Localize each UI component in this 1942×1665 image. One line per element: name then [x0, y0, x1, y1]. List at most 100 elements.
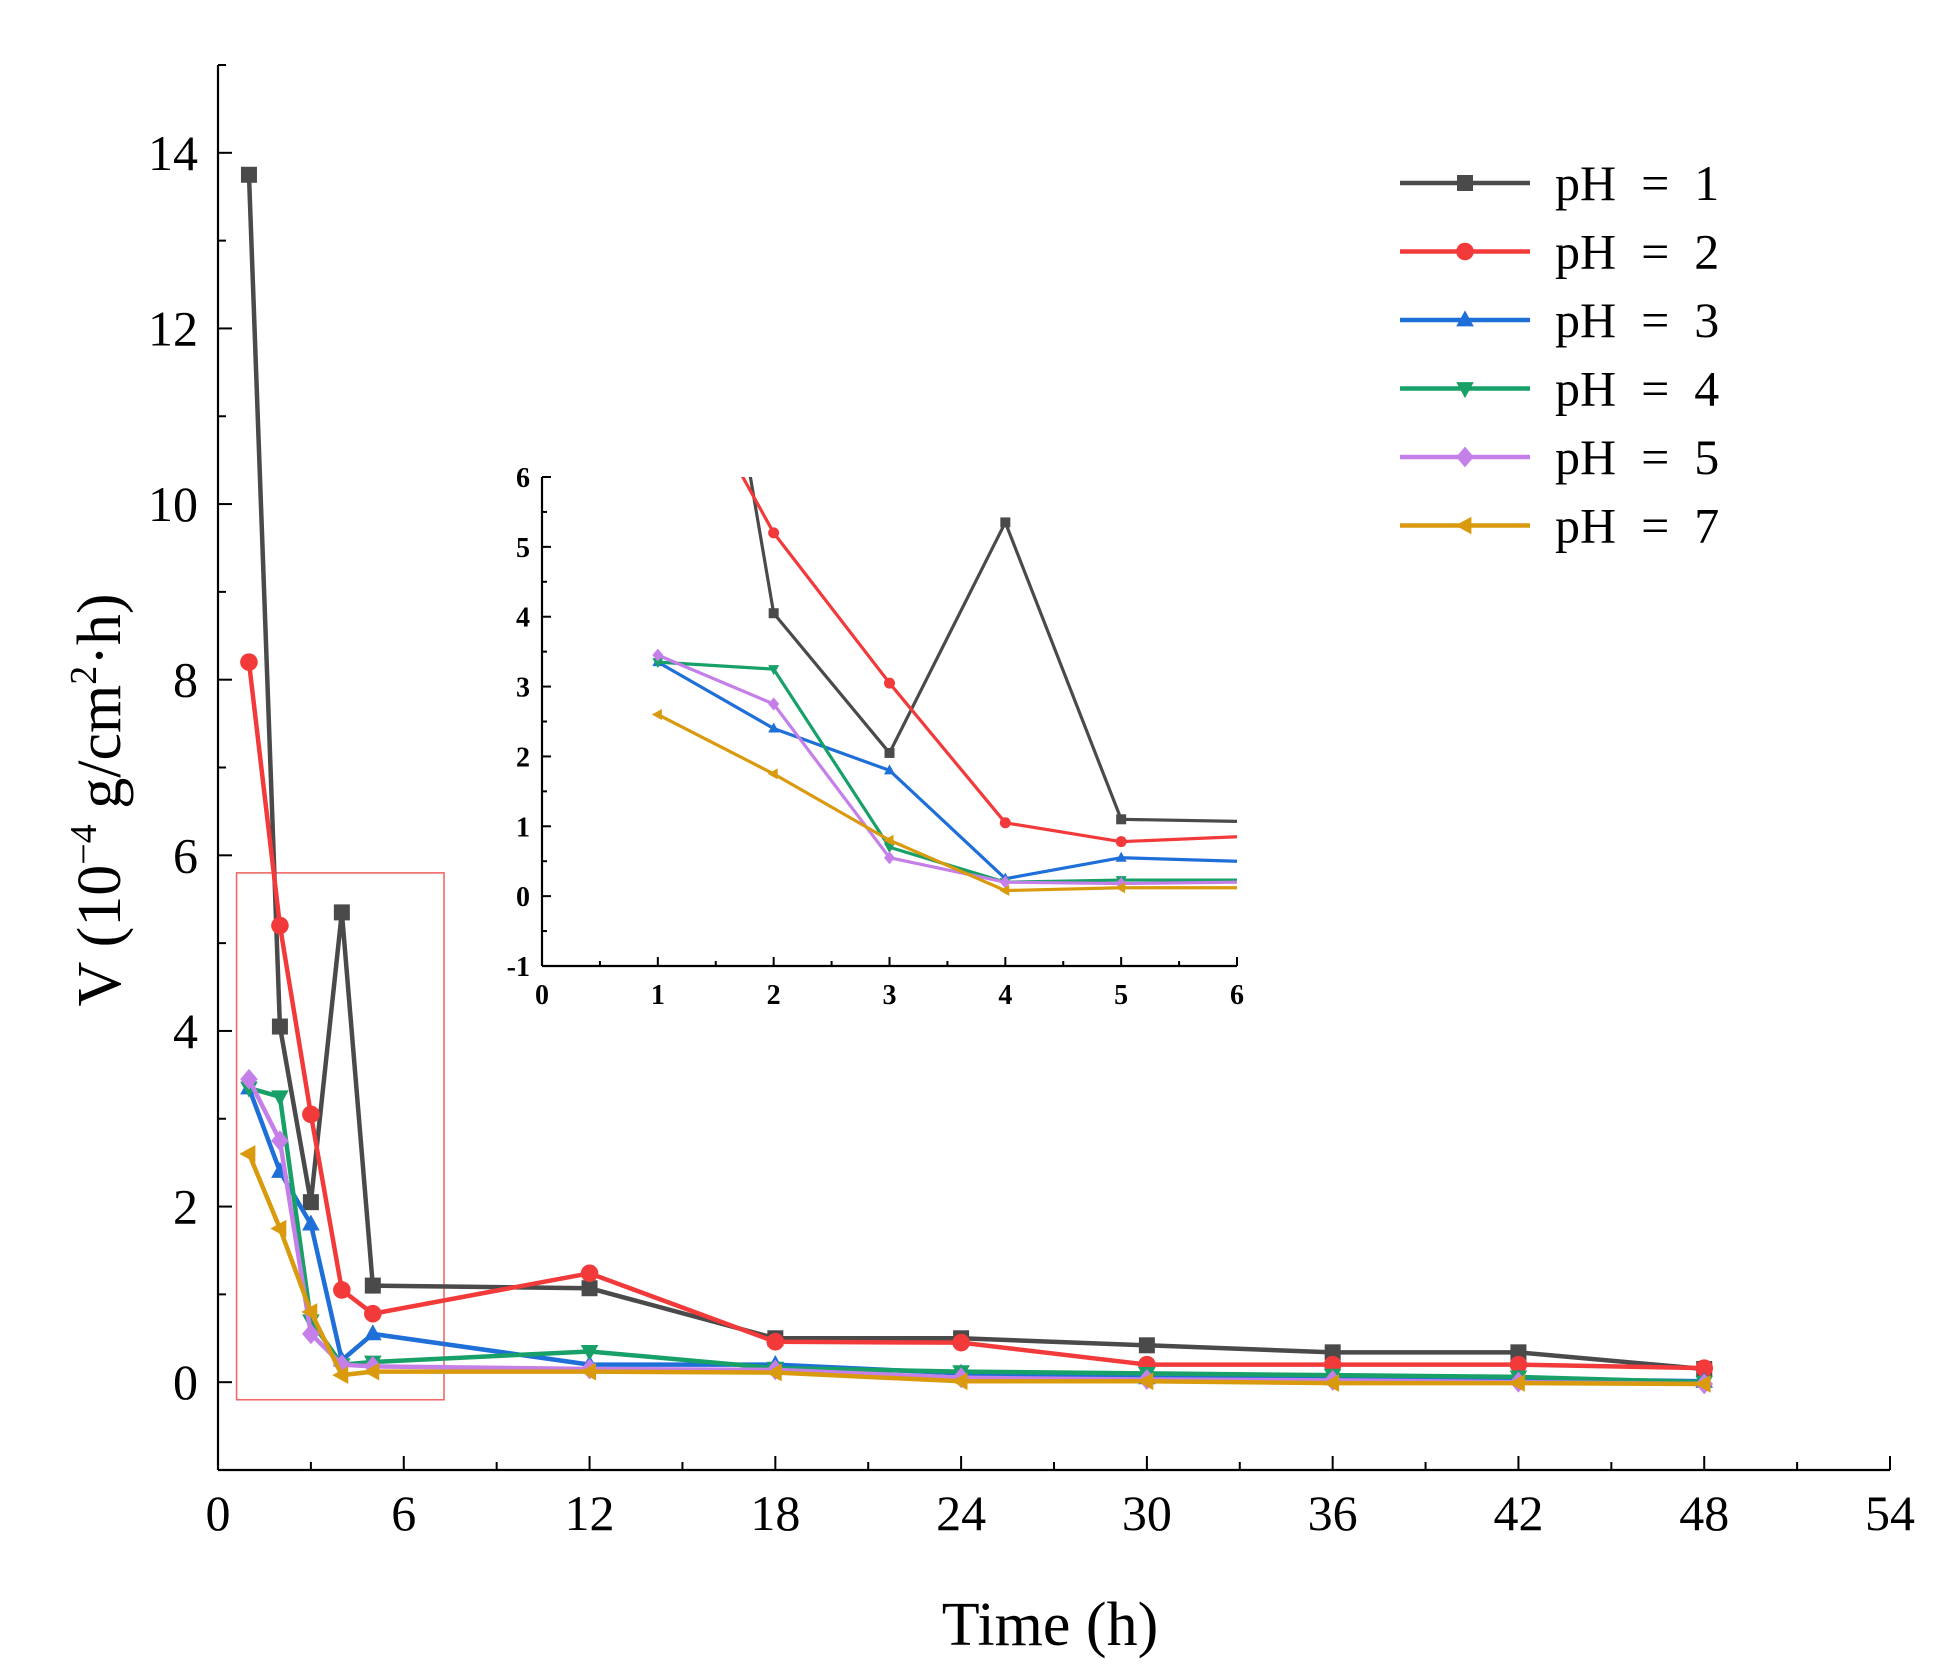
data-point [301, 1303, 318, 1321]
inset-data-point [651, 709, 662, 721]
x-tick-label: 12 [565, 1485, 615, 1541]
legend-marker [1456, 242, 1474, 261]
legend-item-3: pH = 3 [1400, 292, 1719, 348]
inset-series-line [657, 713, 1237, 893]
data-point [765, 1363, 782, 1382]
inset-data-point [884, 747, 895, 758]
inset-data-point [768, 697, 780, 711]
legend-item-2: pH = 2 [1400, 224, 1719, 280]
inset-data-point [999, 875, 1011, 889]
data-point [1323, 1374, 1340, 1392]
legend-label: pH = 5 [1555, 429, 1719, 485]
data-point [1324, 1344, 1341, 1361]
data-point [240, 1068, 258, 1090]
series-3 [240, 1078, 1714, 1388]
inset-data-point [999, 817, 1011, 829]
inset-series-6 [651, 709, 1237, 897]
inset-data-point [1115, 882, 1126, 894]
x-tick-label: 48 [1679, 1485, 1729, 1541]
legend-item-4: pH = 4 [1400, 361, 1719, 417]
data-point [580, 1345, 599, 1362]
series-line [246, 174, 1705, 1372]
inset-series-group [651, 318, 1237, 897]
y-axis-title-prefix: V (10 [66, 865, 134, 1007]
y-axis-title-exponent: −4 [63, 824, 105, 864]
data-point [581, 1280, 598, 1297]
inset-x-tick-label: 5 [1114, 980, 1128, 1011]
legend-item-5: pH = 5 [1400, 429, 1719, 485]
y-axis-title-exponent2: 2 [63, 666, 105, 685]
y-tick-label: 4 [173, 1003, 198, 1059]
inset-series-4 [652, 658, 1237, 889]
inset-y-tick-label: 0 [516, 882, 530, 913]
inset-y-tick-label: 1 [516, 812, 530, 843]
data-point [766, 1332, 785, 1351]
inset-series-line [657, 653, 1237, 886]
inset-series-5 [652, 648, 1237, 891]
x-tick-label: 6 [391, 1485, 416, 1541]
data-point [332, 1366, 349, 1384]
inset-data-point [1115, 836, 1127, 848]
y-tick-label: 8 [173, 652, 198, 708]
inset-data-point [767, 768, 778, 780]
legend-marker [1457, 175, 1473, 191]
legend-marker [1456, 310, 1474, 327]
legend-label: pH = 3 [1555, 292, 1719, 348]
y-tick-label: 6 [173, 827, 198, 883]
data-point [333, 1281, 351, 1299]
series-line [248, 1085, 1705, 1385]
inset-x-tick-label: 2 [767, 980, 781, 1011]
inset-y-tick-label: 6 [516, 463, 530, 494]
series-2 [240, 653, 1714, 1377]
y-tick-label: 0 [173, 1354, 198, 1410]
zoom-highlight-box [235, 872, 445, 1401]
data-point [240, 166, 257, 183]
y-tick-label: 12 [148, 300, 198, 356]
y-tick-label: 2 [173, 1179, 198, 1235]
data-point [1694, 1375, 1711, 1393]
inset-y-tick-label: 4 [516, 603, 530, 634]
inset-data-point [884, 851, 895, 865]
inset-data-point [1000, 517, 1011, 528]
data-point [1695, 1359, 1714, 1377]
inset-data-point [883, 834, 894, 846]
legend-label: pH = 1 [1555, 155, 1719, 211]
data-point [271, 916, 289, 935]
data-point [302, 1323, 320, 1345]
data-point [364, 1324, 382, 1341]
inset-data-point [1115, 851, 1127, 862]
series-line [246, 1153, 1705, 1387]
inset-data-point [1116, 814, 1127, 825]
inset-series-line [748, 477, 1237, 823]
series-6 [239, 1145, 1711, 1393]
series-line [246, 661, 1705, 1371]
inset-series-line [740, 477, 1237, 844]
series-1 [240, 166, 1713, 1378]
data-point [1510, 1344, 1527, 1361]
inset-data-point [768, 527, 780, 539]
data-point [363, 1362, 380, 1381]
data-point [1138, 1337, 1155, 1354]
inset-data-point [652, 318, 663, 329]
inset-data-point [884, 764, 895, 775]
inset-series-2 [652, 318, 1237, 848]
inset-x-tick-label: 1 [651, 980, 665, 1011]
inset-x-tick-label: 3 [883, 980, 897, 1011]
x-tick-label: 24 [936, 1485, 986, 1541]
data-point [271, 1018, 288, 1035]
x-tick-label: 0 [206, 1485, 231, 1541]
data-point [579, 1362, 596, 1381]
x-tick-label: 54 [1865, 1485, 1915, 1541]
legend: pH = 1 pH = 2 pH = 3 pH = 4 pH = 5 pH = 7 [1400, 155, 1719, 554]
data-point [1137, 1372, 1154, 1391]
inset-data-point [768, 722, 780, 733]
inset-x-tick-label: 6 [1230, 980, 1244, 1011]
data-point [240, 653, 258, 671]
y-axis-title-suffix: ·h) [66, 593, 134, 665]
inset-y-tick-label: 2 [516, 742, 530, 773]
inset-data-point [884, 677, 895, 689]
y-axis-title-unit: g/cm [66, 685, 134, 824]
data-point [580, 1264, 599, 1283]
